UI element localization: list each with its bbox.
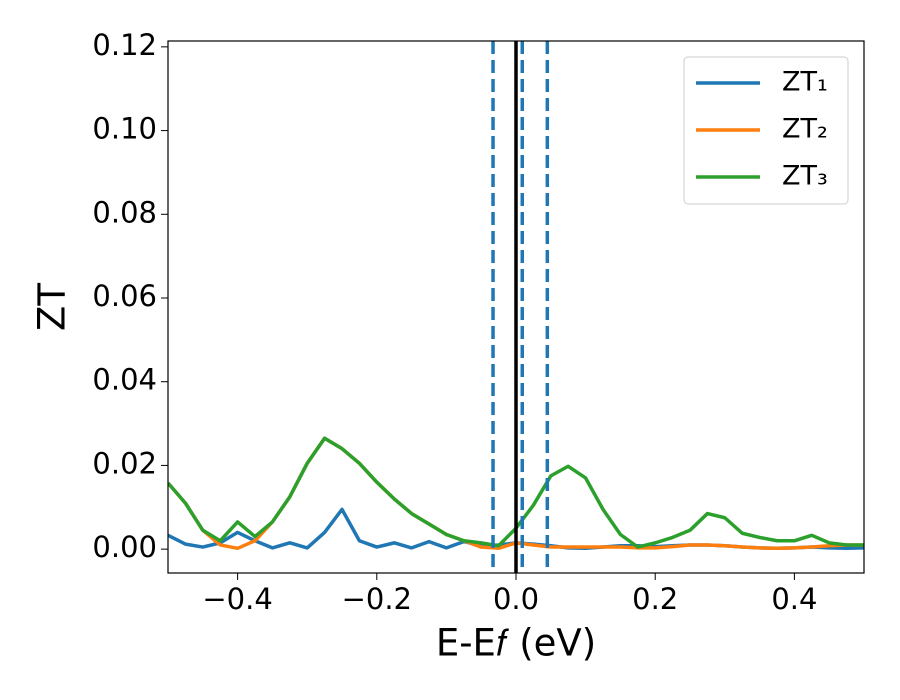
y-tick-label: 0.08 xyxy=(92,195,157,229)
plot-frame xyxy=(167,40,865,574)
legend-label: ZT₂ xyxy=(782,114,828,145)
x-tick-label: 0.4 xyxy=(771,582,817,616)
legend-label: ZT₁ xyxy=(782,67,828,98)
x-tick-label: 0.2 xyxy=(632,582,678,616)
legend-box xyxy=(683,56,849,205)
x-tick-label: −0.4 xyxy=(202,582,272,616)
x-tick-label: −0.2 xyxy=(342,582,412,616)
x-tick-label: 0.0 xyxy=(493,582,539,616)
y-axis-label: ZT xyxy=(31,283,74,331)
y-tick-label: 0.10 xyxy=(92,112,157,146)
y-tick-label: 0.04 xyxy=(92,363,157,397)
y-tick-label: 0.00 xyxy=(92,530,157,564)
legend-label: ZT₃ xyxy=(782,161,828,192)
y-tick-label: 0.02 xyxy=(92,446,157,480)
y-tick-label: 0.12 xyxy=(92,28,157,62)
y-tick-label: 0.06 xyxy=(92,279,157,313)
x-axis-label: E-E𝑓 (eV) xyxy=(436,622,596,665)
